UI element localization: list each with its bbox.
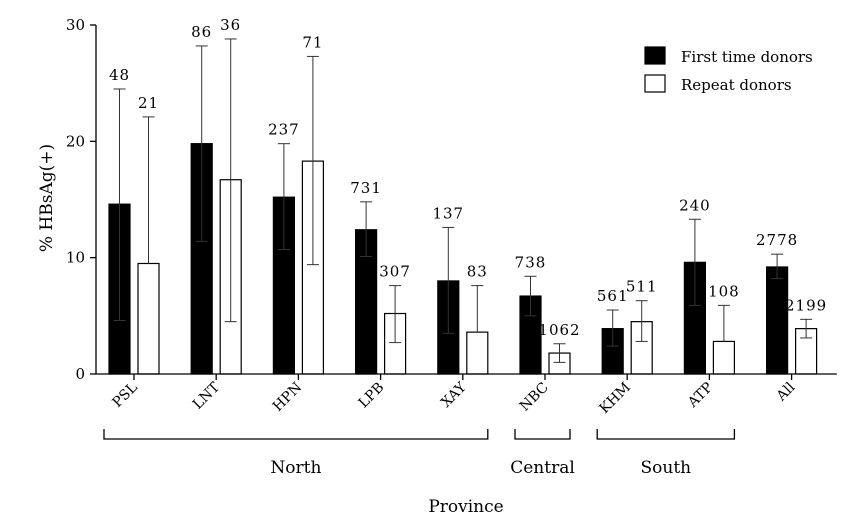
x-tick-label: LPB xyxy=(356,380,388,412)
sample-size-label: 48 xyxy=(109,66,130,84)
y-tick-label: 30 xyxy=(66,16,85,34)
sample-size-label: 71 xyxy=(302,33,323,51)
y-axis: 0 10 20 30 xyxy=(66,16,97,383)
region-bracket xyxy=(514,429,571,440)
x-tick-label: KHM xyxy=(597,380,634,417)
legend-label-repeat: Repeat donors xyxy=(681,76,792,94)
bar-first-time xyxy=(765,266,789,375)
sample-size-label: 83 xyxy=(467,263,488,281)
sample-size-label: 2199 xyxy=(785,296,827,314)
legend-label-first-time: First time donors xyxy=(681,48,813,66)
x-axis-title: Province xyxy=(428,497,503,517)
x-tick-label: ATP xyxy=(684,380,716,412)
sample-size-label: 108 xyxy=(708,282,740,300)
x-tick-label: XAY xyxy=(438,379,470,411)
sample-size-label: 237 xyxy=(268,121,300,139)
sample-size-label: 2778 xyxy=(756,231,798,249)
region-label: Central xyxy=(510,458,575,478)
legend-swatch-first-time xyxy=(644,46,666,65)
sample-size-label: 307 xyxy=(379,263,411,281)
bar-repeat xyxy=(712,340,736,375)
x-tick-label: LNT xyxy=(190,379,224,413)
legend: First time donors Repeat donors xyxy=(644,46,813,94)
x-axis: PSL LNT HPN LPB XAY NBC KHM ATP All xyxy=(96,373,837,417)
x-tick-label: HPN xyxy=(270,380,305,415)
sample-size-label: 731 xyxy=(350,179,382,197)
sample-size-label: 240 xyxy=(679,196,711,214)
sample-size-label: 21 xyxy=(138,94,159,112)
region-bracket xyxy=(103,429,489,440)
sample-size-label: 1062 xyxy=(538,321,580,339)
bars xyxy=(108,143,818,375)
region-label: South xyxy=(640,458,691,478)
legend-swatch-repeat xyxy=(644,74,666,93)
y-tick-label: 0 xyxy=(75,365,85,383)
sample-size-label: 137 xyxy=(432,204,464,222)
sample-size-label: 511 xyxy=(626,278,658,296)
sample-size-label: 86 xyxy=(191,23,212,41)
x-tick-label: All xyxy=(773,379,799,405)
bar-repeat xyxy=(466,331,489,375)
region-brackets: North Central South xyxy=(103,429,736,478)
sample-size-label: 36 xyxy=(220,16,241,34)
error-bars xyxy=(113,38,813,363)
region-label: North xyxy=(270,458,321,478)
sample-size-label: 561 xyxy=(597,287,629,305)
region-bracket xyxy=(596,429,736,440)
y-tick-label: 20 xyxy=(66,132,85,150)
y-tick-label: 10 xyxy=(66,249,85,267)
x-tick-label: PSL xyxy=(109,380,140,411)
bar-repeat xyxy=(137,262,160,375)
y-axis-title: % HBsAg(+) xyxy=(37,144,57,252)
sample-size-label: 738 xyxy=(515,253,547,271)
x-tick-label: NBC xyxy=(517,380,552,415)
